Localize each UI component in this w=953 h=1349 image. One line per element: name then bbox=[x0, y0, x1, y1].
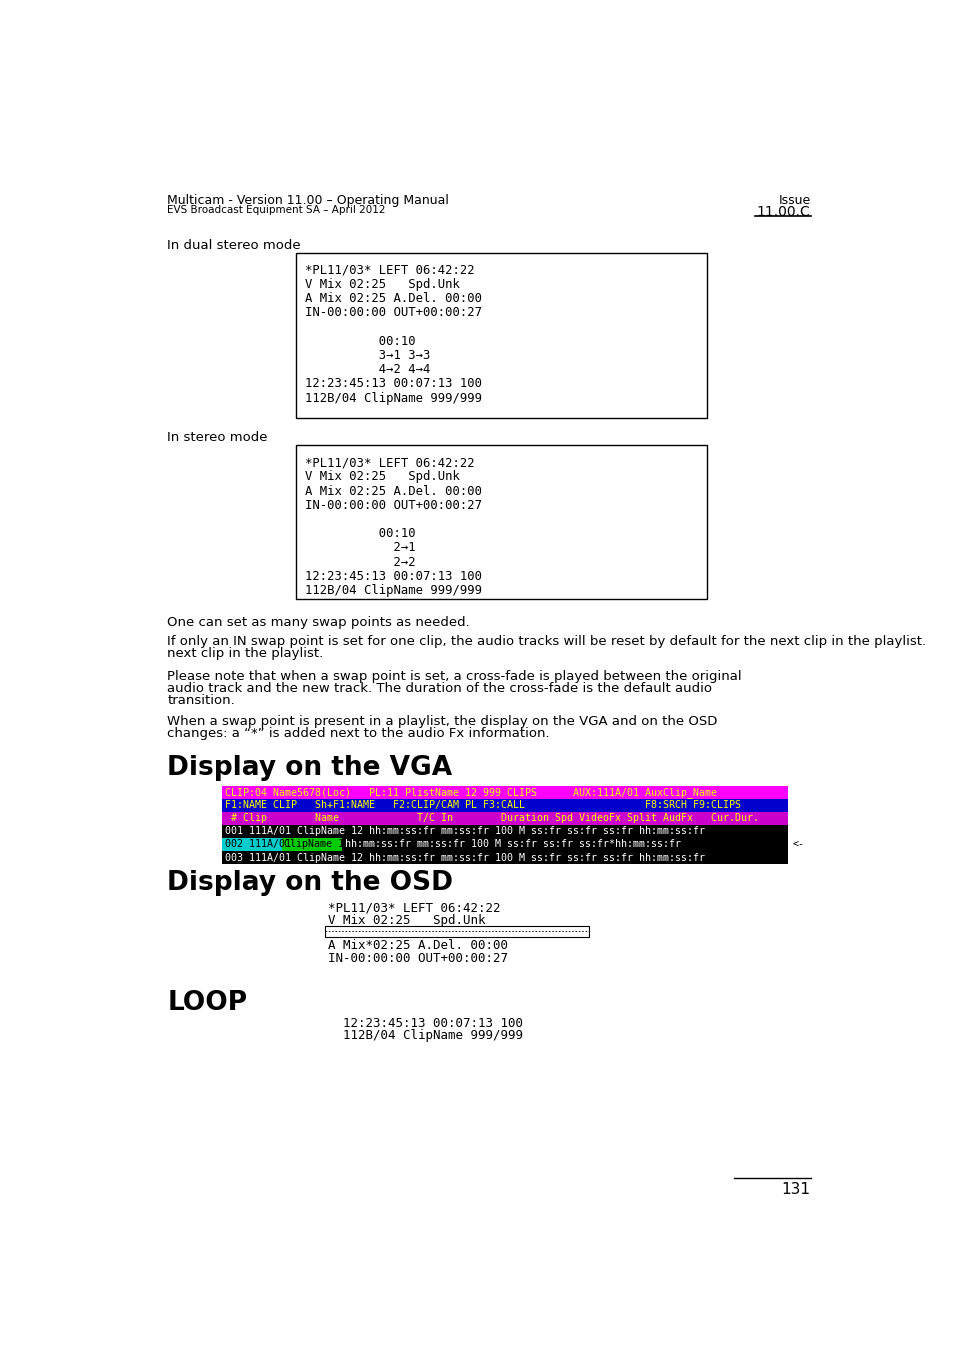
Text: 002 111A/01: 002 111A/01 bbox=[224, 839, 291, 850]
Text: A Mix*02:25 A.Del. 00:00: A Mix*02:25 A.Del. 00:00 bbox=[328, 939, 508, 952]
Text: EVS Broadcast Equipment SA – April 2012: EVS Broadcast Equipment SA – April 2012 bbox=[167, 205, 385, 214]
Text: 131: 131 bbox=[781, 1182, 810, 1197]
Text: Issue: Issue bbox=[778, 194, 810, 208]
Bar bbox=[325, 927, 588, 936]
Text: 12:23:45:13 00:07:13 100: 12:23:45:13 00:07:13 100 bbox=[328, 1017, 523, 1029]
Text: IN-00:00:00 OUT+00:00:27: IN-00:00:00 OUT+00:00:27 bbox=[305, 306, 482, 320]
Text: 112B/04 ClipName 999/999: 112B/04 ClipName 999/999 bbox=[328, 1029, 523, 1043]
Text: 2→2: 2→2 bbox=[305, 556, 416, 569]
Text: Please note that when a swap point is set, a cross-fade is played between the or: Please note that when a swap point is se… bbox=[167, 670, 741, 683]
Bar bbox=[222, 785, 787, 799]
Text: 00:10: 00:10 bbox=[305, 527, 416, 540]
Bar bbox=[295, 252, 706, 418]
Text: <-: <- bbox=[792, 839, 804, 850]
Text: *PL11/03* LEFT 06:42:22: *PL11/03* LEFT 06:42:22 bbox=[328, 901, 500, 915]
Text: 001 111A/01 ClipName 12 hh:mm:ss:fr mm:ss:fr 100 M ss:fr ss:fr ss:fr hh:mm:ss:fr: 001 111A/01 ClipName 12 hh:mm:ss:fr mm:s… bbox=[224, 827, 704, 836]
Text: A Mix 02:25 A.Del. 00:00: A Mix 02:25 A.Del. 00:00 bbox=[305, 291, 482, 305]
Text: ClipName 12: ClipName 12 bbox=[284, 839, 350, 850]
Bar bbox=[222, 799, 787, 812]
Text: If only an IN swap point is set for one clip, the audio tracks will be reset by : If only an IN swap point is set for one … bbox=[167, 634, 925, 648]
Text: Multicam - Version 11.00 – Operating Manual: Multicam - Version 11.00 – Operating Man… bbox=[167, 194, 449, 208]
Text: 112B/04 ClipName 999/999: 112B/04 ClipName 999/999 bbox=[305, 391, 482, 405]
Text: When a swap point is present in a playlist, the display on the VGA and on the OS: When a swap point is present in a playli… bbox=[167, 715, 717, 727]
Bar bbox=[295, 445, 706, 599]
Text: *PL11/03* LEFT 06:42:22: *PL11/03* LEFT 06:42:22 bbox=[305, 263, 475, 277]
Text: next clip in the playlist.: next clip in the playlist. bbox=[167, 646, 323, 660]
Text: 00:10: 00:10 bbox=[305, 335, 416, 348]
Text: audio track and the new track. The duration of the cross-fade is the default aud: audio track and the new track. The durat… bbox=[167, 683, 712, 695]
Text: In dual stereo mode: In dual stereo mode bbox=[167, 239, 300, 252]
Text: Display on the VGA: Display on the VGA bbox=[167, 755, 452, 781]
Bar bbox=[342, 838, 787, 851]
Text: hh:mm:ss:fr mm:ss:fr 100 M ss:fr ss:fr ss:fr*hh:mm:ss:fr: hh:mm:ss:fr mm:ss:fr 100 M ss:fr ss:fr s… bbox=[344, 839, 680, 850]
Text: Display on the OSD: Display on the OSD bbox=[167, 870, 453, 896]
Text: F1:NAME CLIP   Sh+F1:NAME   F2:CLIP/CAM PL F3:CALL                    F8:SRCH F9: F1:NAME CLIP Sh+F1:NAME F2:CLIP/CAM PL F… bbox=[224, 800, 740, 811]
Text: One can set as many swap points as needed.: One can set as many swap points as neede… bbox=[167, 616, 470, 629]
Text: transition.: transition. bbox=[167, 693, 234, 707]
Text: # Clip        Name             T/C In        Duration Spd VideoFx Split AudFx   : # Clip Name T/C In Duration Spd VideoFx … bbox=[224, 813, 758, 823]
Text: A Mix 02:25 A.Del. 00:00: A Mix 02:25 A.Del. 00:00 bbox=[305, 484, 482, 498]
Text: IN-00:00:00 OUT+00:00:27: IN-00:00:00 OUT+00:00:27 bbox=[328, 952, 508, 965]
Text: 12:23:45:13 00:07:13 100: 12:23:45:13 00:07:13 100 bbox=[305, 571, 482, 583]
Bar bbox=[222, 851, 787, 865]
Bar bbox=[282, 838, 342, 851]
Text: changes: a “*” is added next to the audio Fx information.: changes: a “*” is added next to the audi… bbox=[167, 727, 549, 739]
Text: 112B/04 ClipName 999/999: 112B/04 ClipName 999/999 bbox=[305, 584, 482, 598]
Text: V Mix 02:25   Spd.Unk: V Mix 02:25 Spd.Unk bbox=[305, 278, 459, 291]
Text: IN-00:00:00 OUT+00:00:27: IN-00:00:00 OUT+00:00:27 bbox=[305, 499, 482, 511]
Text: In stereo mode: In stereo mode bbox=[167, 432, 268, 444]
Text: 2→1: 2→1 bbox=[305, 541, 416, 554]
Bar bbox=[222, 824, 787, 838]
Text: V Mix 02:25   Spd.Unk: V Mix 02:25 Spd.Unk bbox=[305, 471, 459, 483]
Text: LOOP: LOOP bbox=[167, 990, 247, 1016]
Text: *PL11/03* LEFT 06:42:22: *PL11/03* LEFT 06:42:22 bbox=[305, 456, 475, 469]
Text: 3→1 3→3: 3→1 3→3 bbox=[305, 349, 430, 362]
Text: 4→2 4→4: 4→2 4→4 bbox=[305, 363, 430, 376]
Text: 12:23:45:13 00:07:13 100: 12:23:45:13 00:07:13 100 bbox=[305, 378, 482, 390]
Text: 003 111A/01 ClipName 12 hh:mm:ss:fr mm:ss:fr 100 M ss:fr ss:fr ss:fr hh:mm:ss:fr: 003 111A/01 ClipName 12 hh:mm:ss:fr mm:s… bbox=[224, 853, 704, 862]
Bar bbox=[222, 838, 282, 851]
Text: CLIP:04 Name5678(Loc)   PL:11 PlistName 12 999 CLIPS      AUX:111A/01 AuxClip_Na: CLIP:04 Name5678(Loc) PL:11 PlistName 12… bbox=[224, 786, 716, 799]
Bar bbox=[222, 812, 787, 824]
Text: 11.00.C: 11.00.C bbox=[756, 205, 810, 219]
Text: V Mix 02:25   Spd.Unk: V Mix 02:25 Spd.Unk bbox=[328, 913, 485, 927]
